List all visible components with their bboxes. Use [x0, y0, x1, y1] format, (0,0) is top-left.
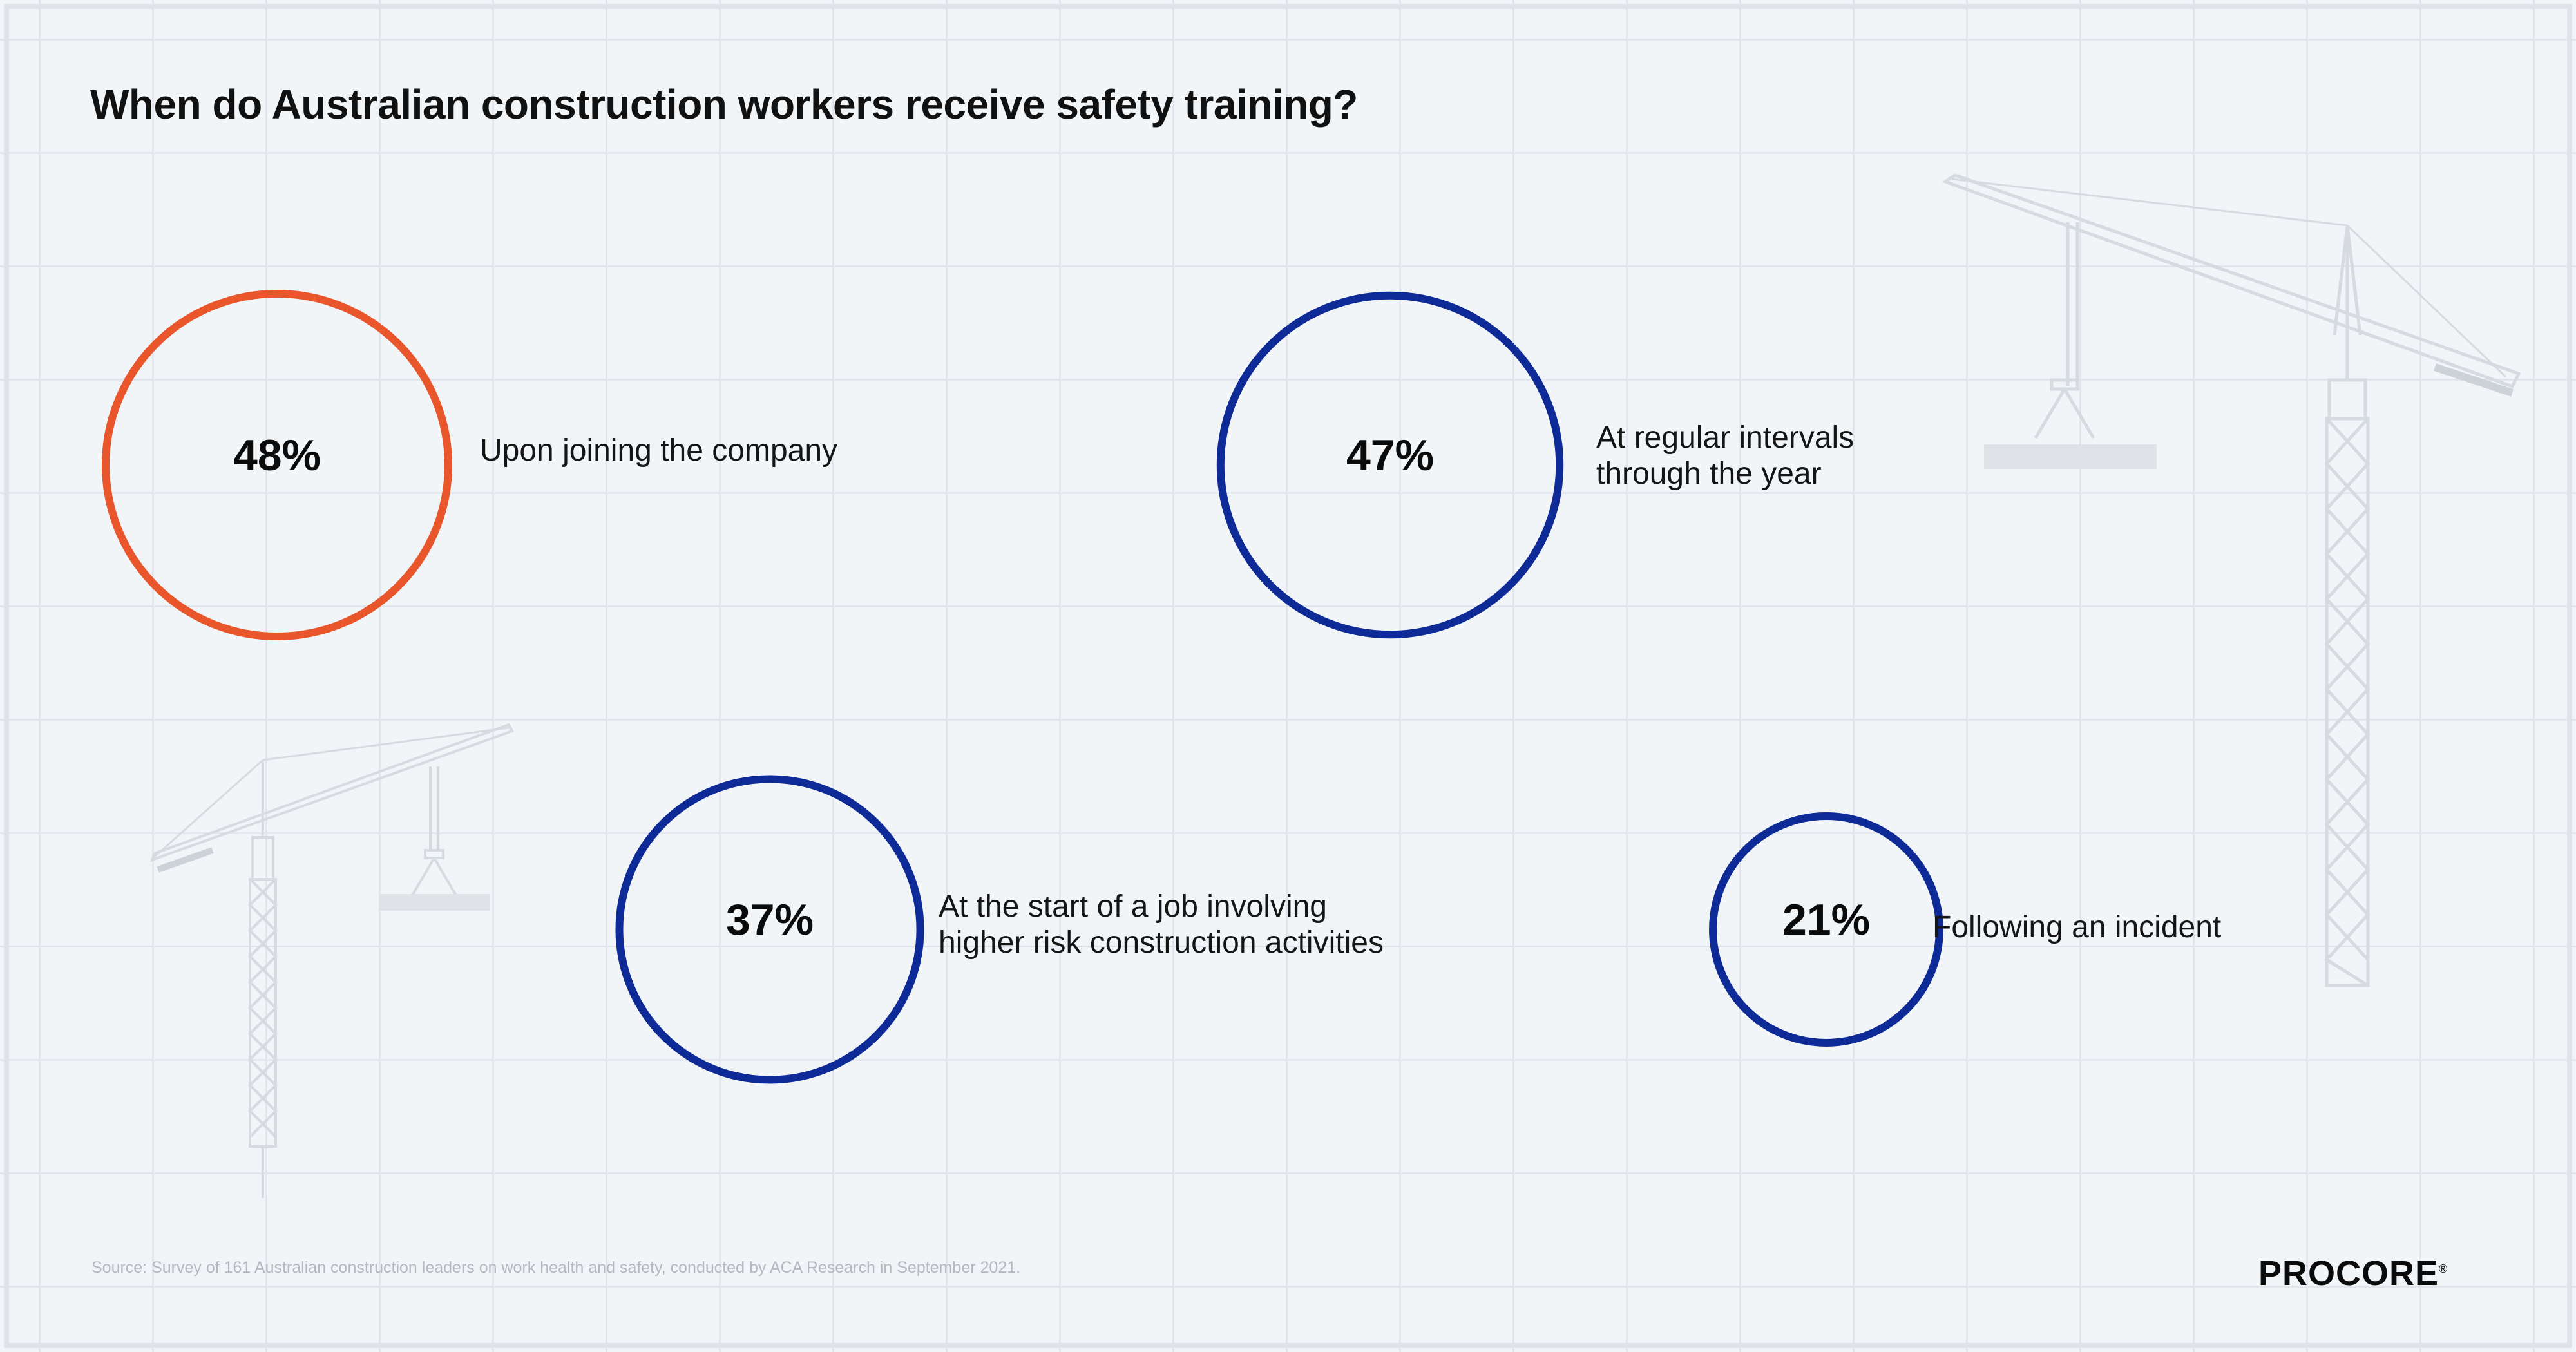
left-crane-illustration [149, 723, 514, 1198]
bubble-incident [1709, 812, 1943, 1047]
right-crane-load [1984, 444, 2157, 469]
procore-logo: PROCORE® [2258, 1253, 2448, 1293]
stat-label-high-risk-job: At the start of a job involving higher r… [939, 890, 1384, 960]
brand-registered-mark: ® [2439, 1262, 2448, 1275]
chart-title: When do Australian construction workers … [90, 81, 1358, 128]
brand-name: PROCORE [2258, 1254, 2439, 1293]
bubble-high-risk-job [615, 775, 924, 1084]
bubble-regular-intervals [1216, 291, 1564, 639]
left-crane-load [379, 894, 490, 911]
bubble-value-incident: 21% [1782, 895, 1870, 944]
source-footnote: Source: Survey of 161 Australian constru… [91, 1259, 1021, 1277]
bubble-value-high-risk-job: 37% [726, 895, 814, 944]
stat-label-incident: Following an incident [1932, 910, 2222, 944]
stat-label-joining: Upon joining the company [480, 433, 838, 468]
bubble-joining [102, 290, 452, 640]
bubble-value-regular-intervals: 47% [1346, 431, 1434, 480]
stat-label-regular-intervals: At regular intervals through the year [1596, 421, 1855, 491]
right-crane-illustration [1942, 173, 2521, 987]
bubble-value-joining: 48% [233, 431, 321, 480]
